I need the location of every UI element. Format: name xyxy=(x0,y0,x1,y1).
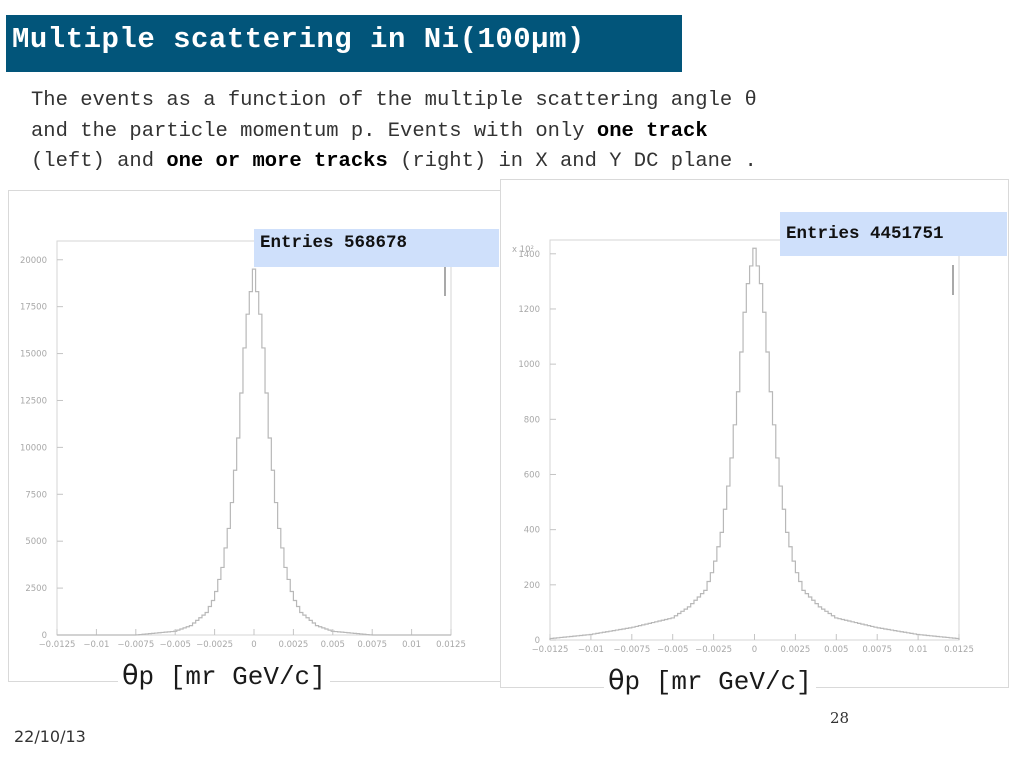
footer-date: 22/10/13 xyxy=(14,727,86,746)
left-y-tick-label: 12500 xyxy=(20,396,47,406)
right-entries-box: Entries 4451751 xyxy=(780,212,1007,256)
left-entries-box: Entries 568678 xyxy=(254,229,499,267)
right-y-tick-label: 0 xyxy=(535,636,540,646)
left-axis-caption-text: p [mr GeV/c] xyxy=(138,662,326,692)
right-x-tick-label: −0.01 xyxy=(578,645,604,655)
right-axis-caption-text: p [mr GeV/c] xyxy=(624,667,812,697)
left-x-tick-label: −0.0125 xyxy=(39,640,76,650)
page-number: 28 xyxy=(830,709,850,727)
right-histogram-chart: 0 200 400 600 800 1000 1200 1400 −0.0125 −0.01 −0.… xyxy=(512,239,974,655)
right-entries-label: Entries 4451751 xyxy=(786,224,944,244)
description-line-2-text: and the particle momentum p. Events with… xyxy=(31,119,597,143)
left-x-tick-label: 0.0075 xyxy=(357,640,387,650)
right-y-tick-label: 400 xyxy=(524,526,540,536)
left-y-tick-label: 7500 xyxy=(25,490,47,500)
left-entries-label: Entries 568678 xyxy=(260,233,408,253)
right-x-tick-label: 0.0125 xyxy=(944,645,974,655)
title-bar: Multiple scattering in Ni(100µm) xyxy=(6,15,682,72)
right-y-tick-label: 800 xyxy=(524,415,540,425)
left-histogram-line xyxy=(57,268,451,636)
right-x-tick-label: 0.0075 xyxy=(862,645,892,655)
left-x-tick-label: −0.0025 xyxy=(196,640,233,650)
right-x-tick-label: −0.0025 xyxy=(695,645,732,655)
right-x-tick-label: 0.0025 xyxy=(781,645,811,655)
slide-title: Multiple scattering in Ni(100µm) xyxy=(12,23,585,56)
left-y-tick-label: 5000 xyxy=(25,537,47,547)
left-x-tick-label: 0.01 xyxy=(402,640,421,650)
right-y-tick-label: 1200 xyxy=(518,305,540,315)
left-x-tick-label: 0 xyxy=(251,640,256,650)
left-theta-symbol: θ xyxy=(122,660,139,691)
right-x-tick-label: −0.005 xyxy=(657,645,688,655)
slide-description: The events as a function of the multiple… xyxy=(31,86,991,178)
right-axis-caption: θp [mr GeV/c] xyxy=(604,665,816,697)
left-y-tick-label: 10000 xyxy=(20,443,47,453)
description-line-1-text: The events as a function of the multiple… xyxy=(31,89,757,112)
right-plot-frame xyxy=(549,239,960,641)
right-y-exponent-label: x 10² xyxy=(512,245,534,255)
right-x-tick-label: −0.0075 xyxy=(613,645,650,655)
right-y-tick-label: 600 xyxy=(524,470,540,480)
right-histogram-line xyxy=(549,247,960,640)
left-x-tick-label: 0.0025 xyxy=(279,640,309,650)
right-y-tick-label: 1400 xyxy=(518,250,540,260)
right-histogram-panel: 0 200 400 600 800 1000 1200 1400 −0.0125 −0.01 −0.… xyxy=(500,179,1009,688)
left-y-tick-label: 2500 xyxy=(25,584,47,594)
description-line-2: and the particle momentum p. Events with… xyxy=(31,117,991,148)
right-y-tick-label: 1000 xyxy=(518,360,540,370)
left-x-tick-label: −0.0075 xyxy=(117,640,154,650)
right-y-tick-label: 200 xyxy=(524,581,540,591)
description-more-tracks-bold: one or more tracks xyxy=(166,150,388,173)
left-plot-frame xyxy=(56,240,452,636)
left-y-tick-label: 20000 xyxy=(20,256,47,266)
right-theta-symbol: θ xyxy=(608,665,625,696)
description-one-track-bold: one track xyxy=(596,119,708,143)
right-x-tick-label: 0.005 xyxy=(824,645,848,655)
description-line-3: (left) and one or more tracks (right) in… xyxy=(31,147,991,178)
left-x-tick-label: 0.0125 xyxy=(436,640,466,650)
left-x-tick-label: 0.005 xyxy=(321,640,345,650)
right-x-tick-label: 0.01 xyxy=(909,645,928,655)
description-line-3-end: (right) in X and Y DC plane . xyxy=(387,150,757,173)
left-x-tick-label: −0.005 xyxy=(159,640,190,650)
left-y-tick-label: 15000 xyxy=(20,350,47,360)
left-y-tick-label: 17500 xyxy=(20,303,47,313)
left-y-tick-label: 0 xyxy=(42,631,47,641)
left-x-tick-label: −0.01 xyxy=(83,640,109,650)
right-x-tick-label: −0.0125 xyxy=(532,645,569,655)
description-line-3-text: (left) and xyxy=(31,150,167,173)
left-axis-caption: θp [mr GeV/c] xyxy=(118,660,330,692)
right-x-tick-label: 0 xyxy=(752,645,757,655)
description-line-1: The events as a function of the multiple… xyxy=(31,86,991,117)
